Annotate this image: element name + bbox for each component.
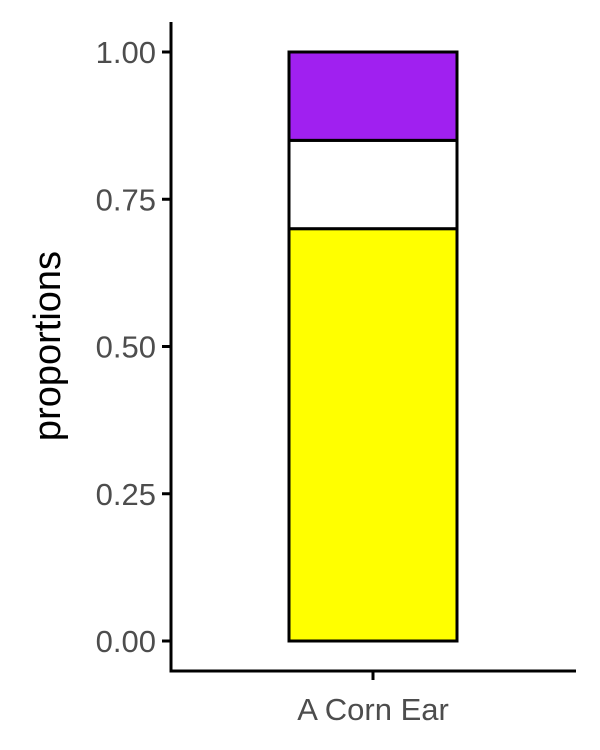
y-axis-ticks: 0.00 0.25 0.50 0.75 1.00 xyxy=(96,35,171,659)
y-tick-label: 1.00 xyxy=(96,35,156,70)
x-axis-ticks: A Corn Ear xyxy=(297,671,449,727)
bar-stack xyxy=(287,50,459,643)
x-tick-label: A Corn Ear xyxy=(297,692,449,727)
y-axis-title: proportions xyxy=(27,251,69,441)
bar-segment xyxy=(287,138,459,231)
y-tick-label: 0.25 xyxy=(96,477,156,512)
bar-segment xyxy=(287,50,459,142)
y-tick-label: 0.75 xyxy=(96,182,156,217)
y-tick-label: 0.50 xyxy=(96,330,156,365)
plot-area: 0.00 0.25 0.50 0.75 1.00 A Corn Ear proporti… xyxy=(27,22,576,727)
y-tick-label: 0.00 xyxy=(96,624,156,659)
bar-segment xyxy=(287,227,459,643)
